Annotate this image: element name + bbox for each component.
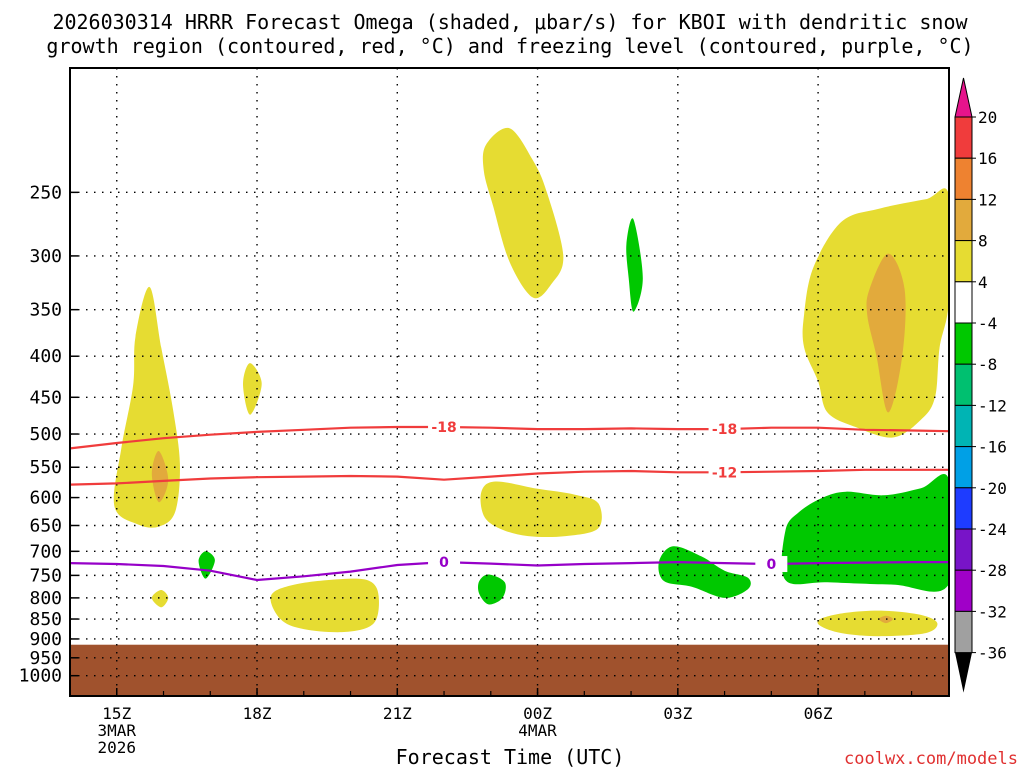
x-tick-label: 06Z	[804, 704, 833, 723]
colorbar-label: -20	[978, 479, 1007, 498]
omega-strong-positive-region	[151, 450, 169, 503]
omega-strong-positive-region	[866, 253, 906, 413]
contour-label-background	[428, 554, 461, 571]
colorbar-label: -8	[978, 355, 997, 374]
x-tick-label: 21Z	[383, 704, 412, 723]
y-axis: 2503003504004505005506006507007508008509…	[19, 182, 78, 687]
colorbar-swatch	[954, 569, 973, 612]
colorbar-swatch	[954, 446, 973, 489]
colorbar-swatch	[954, 363, 973, 406]
temp-minus12-contour	[70, 468, 949, 486]
y-tick-label: 600	[29, 488, 62, 509]
colorbar-swatch	[954, 322, 973, 365]
colorbar-swatch	[954, 528, 973, 571]
contour-label-background	[428, 418, 461, 435]
colorbar-label: 12	[978, 190, 997, 209]
temp-minus18-contour	[70, 425, 949, 450]
x-tick-label: 18Z	[243, 704, 272, 723]
plot-area: -18 -18 -12 0 0	[69, 67, 950, 697]
contour-label: 0	[766, 557, 776, 573]
y-tick-label: 950	[29, 648, 62, 669]
omega-shaded-regions	[113, 127, 949, 637]
colorbar-swatch	[954, 240, 973, 283]
x-tick-label: 15Z	[102, 704, 131, 723]
colorbar-label: -16	[978, 438, 1007, 457]
chart-title: 2026030314 HRRR Forecast Omega (shaded, …	[46, 10, 973, 58]
colorbar-label: -36	[978, 644, 1007, 663]
x-tick-label: 00Z	[523, 704, 552, 723]
y-tick-label: 850	[29, 609, 62, 630]
freezing-level-contour	[70, 561, 949, 582]
y-tick-label: 750	[29, 565, 62, 586]
colorbar: 20 16 12 8 4 -4 -8 -12 -16 -20 -24 -28 -32 -36	[954, 77, 1007, 693]
colorbar-top-cap	[954, 77, 973, 118]
title-line-2: growth region (contoured, red, °C) and f…	[46, 34, 973, 58]
colorbar-swatch	[954, 487, 973, 530]
omega-negative-region	[658, 546, 751, 598]
omega-positive-region	[270, 578, 379, 633]
x-tick-date: 3MAR	[97, 721, 136, 740]
title-line-1: 2026030314 HRRR Forecast Omega (shaded, …	[52, 10, 968, 34]
contour-label: -12	[712, 465, 737, 481]
colorbar-label: -24	[978, 520, 1007, 539]
colorbar-label: -12	[978, 396, 1007, 415]
y-tick-label: 650	[29, 515, 62, 536]
colorbar-label: 8	[978, 232, 988, 251]
contour-label-background	[708, 464, 741, 481]
y-tick-label: 350	[29, 300, 62, 321]
y-tick-label: 450	[29, 387, 62, 408]
x-axis-label: Forecast Time (UTC)	[396, 745, 625, 768]
omega-negative-region	[477, 574, 506, 605]
contour-lines: -18 -18 -12 0 0	[70, 418, 949, 582]
colorbar-swatch	[954, 281, 973, 324]
grid-lines	[70, 68, 949, 696]
y-tick-label: 550	[29, 457, 62, 478]
colorbar-label: -28	[978, 561, 1007, 580]
y-tick-label: 800	[29, 588, 62, 609]
omega-strong-positive-region	[878, 615, 893, 624]
colorbar-label: -4	[978, 314, 997, 333]
colorbar-label: -32	[978, 602, 1007, 621]
contour-label: -18	[712, 422, 737, 438]
x-tick-date: 4MAR	[518, 721, 557, 740]
y-tick-label: 400	[29, 346, 62, 367]
x-tick-label: 03Z	[663, 704, 692, 723]
colorbar-label: 20	[978, 108, 997, 127]
contour-label-background	[755, 556, 788, 573]
y-tick-label: 1000	[19, 666, 62, 687]
contour-label: 0	[439, 555, 449, 571]
y-tick-label: 700	[29, 541, 62, 562]
colorbar-label: 16	[978, 149, 997, 168]
contour-label: -18	[431, 420, 456, 436]
omega-negative-region	[626, 218, 643, 312]
x-tick-year: 2026	[97, 738, 136, 757]
y-tick-label: 300	[29, 246, 62, 267]
y-tick-label: 250	[29, 182, 62, 203]
colorbar-swatch	[954, 198, 973, 242]
y-tick-label: 500	[29, 424, 62, 445]
colorbar-swatch	[954, 610, 973, 654]
colorbar-label: 4	[978, 273, 988, 292]
colorbar-swatch	[954, 157, 973, 200]
omega-positive-region	[243, 363, 262, 415]
omega-positive-region	[817, 610, 938, 637]
omega-positive-region	[480, 481, 602, 538]
y-tick-label: 900	[29, 629, 62, 650]
plot-frame	[69, 67, 950, 697]
terrain-fill	[70, 644, 949, 696]
watermark: coolwx.com/models	[844, 749, 1018, 768]
colorbar-swatch	[954, 404, 973, 448]
omega-positive-region	[151, 590, 169, 608]
colorbar-swatch	[954, 116, 973, 159]
contour-label-background	[708, 421, 741, 438]
colorbar-bottom-cap	[955, 652, 972, 693]
